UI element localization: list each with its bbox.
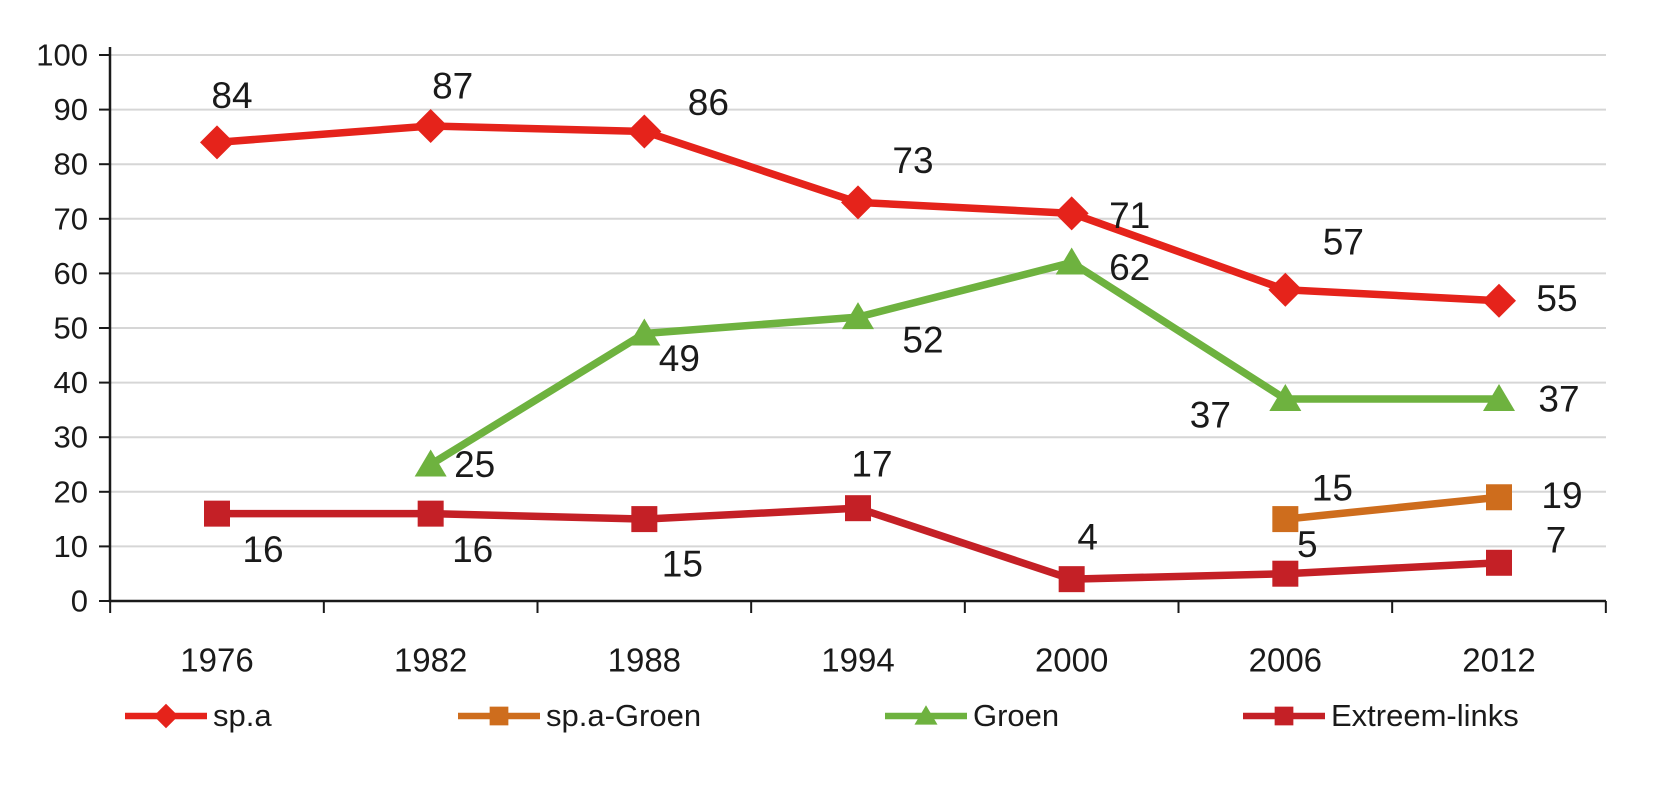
diamond-marker-icon (200, 125, 234, 160)
data-label: 87 (432, 65, 473, 106)
series-groen: 25 49 52 62 37 37 (414, 247, 1580, 485)
y-tick-label: 20 (54, 474, 88, 509)
diamond-marker-icon (1054, 196, 1089, 231)
legend-item-sp-a: sp.a (125, 699, 272, 733)
data-label: 71 (1109, 195, 1150, 236)
square-marker-icon (1486, 484, 1513, 511)
y-tick-label: 10 (54, 529, 88, 564)
diamond-marker-icon (1268, 272, 1303, 307)
data-label: 19 (1541, 475, 1582, 516)
data-label: 55 (1536, 278, 1577, 319)
triangle-marker-icon (1483, 383, 1516, 411)
legend-key-square-icon (1243, 706, 1325, 726)
legend-label: Groen (973, 698, 1060, 733)
data-label: 16 (242, 529, 283, 570)
data-label: 25 (454, 444, 495, 485)
data-label: 7 (1546, 519, 1567, 560)
series-sp-a: 84 87 86 73 71 57 55 (200, 65, 1578, 319)
series-line (1281, 493, 1503, 523)
y-tick-label: 60 (54, 256, 88, 291)
axes (99, 47, 1607, 613)
y-tick-label: 50 (54, 311, 88, 346)
x-tick-label: 2012 (1462, 642, 1535, 679)
series-line (426, 258, 1503, 469)
y-tick-label: 0 (71, 584, 88, 619)
series-sp-a-groen: 15 19 (1272, 468, 1583, 533)
data-label: 16 (452, 529, 493, 570)
legend-item-sp-a-groen: sp.a-Groen (458, 699, 701, 733)
data-label: 49 (659, 338, 700, 379)
legend-label: Extreem-links (1331, 698, 1519, 733)
y-tick-label: 100 (36, 38, 88, 73)
legend-label: sp.a (213, 698, 272, 733)
data-label: 15 (662, 544, 703, 585)
triangle-marker-icon (1269, 383, 1302, 411)
y-tick-label: 70 (54, 201, 88, 236)
diamond-marker-icon (841, 185, 876, 220)
legend-item-extreem-links: Extreem-links (1243, 699, 1519, 733)
data-label: 73 (892, 140, 933, 181)
data-label: 15 (1312, 468, 1353, 509)
triangle-marker-icon (628, 318, 661, 346)
diamond-marker-icon (413, 108, 448, 143)
data-label: 4 (1077, 517, 1098, 558)
data-label: 57 (1323, 221, 1364, 262)
y-tick-label: 30 (54, 420, 88, 455)
square-marker-icon (417, 500, 444, 527)
x-tick-label: 1988 (608, 642, 681, 679)
triangle-marker-icon (414, 449, 447, 477)
x-tick-label: 2006 (1249, 642, 1322, 679)
y-tick-label: 80 (54, 147, 88, 182)
square-marker-icon (204, 500, 230, 527)
x-tick-label: 2000 (1035, 642, 1108, 679)
data-label: 37 (1190, 394, 1231, 435)
series-extreem-links: 16 16 15 17 4 5 7 (204, 444, 1567, 593)
y-tick-label: 90 (54, 92, 88, 127)
x-tick-label: 1982 (394, 642, 467, 679)
square-marker-icon (845, 495, 872, 522)
data-label: 37 (1538, 378, 1579, 419)
legend-key-triangle-icon (885, 705, 967, 725)
triangle-marker-icon (842, 302, 875, 330)
legend-label: sp.a-Groen (546, 698, 702, 733)
data-label: 5 (1297, 524, 1318, 565)
y-tick-label: 40 (54, 365, 88, 400)
triangle-marker-icon (1055, 247, 1088, 275)
diamond-marker-icon (1482, 283, 1517, 318)
data-label: 84 (211, 75, 252, 116)
legend-item-groen: Groen (885, 699, 1059, 733)
data-label: 62 (1109, 247, 1150, 288)
y-axis-labels: 0 10 20 30 40 50 60 70 80 90 100 (36, 38, 88, 619)
square-marker-icon (1486, 549, 1513, 576)
legend-key-diamond-icon (125, 703, 207, 729)
diamond-marker-icon (627, 114, 662, 149)
x-axis-labels: 1976 1982 1988 1994 2000 2006 2012 (180, 642, 1535, 679)
x-tick-label: 1994 (821, 642, 894, 679)
data-label: 86 (688, 82, 729, 123)
data-label: 17 (851, 444, 892, 485)
x-tick-label: 1976 (180, 642, 253, 679)
square-marker-icon (1272, 506, 1299, 533)
square-marker-icon (1272, 560, 1299, 587)
legend-key-square-icon (458, 706, 540, 726)
data-label: 52 (902, 320, 943, 361)
square-marker-icon (1058, 566, 1085, 593)
square-marker-icon (631, 506, 658, 533)
